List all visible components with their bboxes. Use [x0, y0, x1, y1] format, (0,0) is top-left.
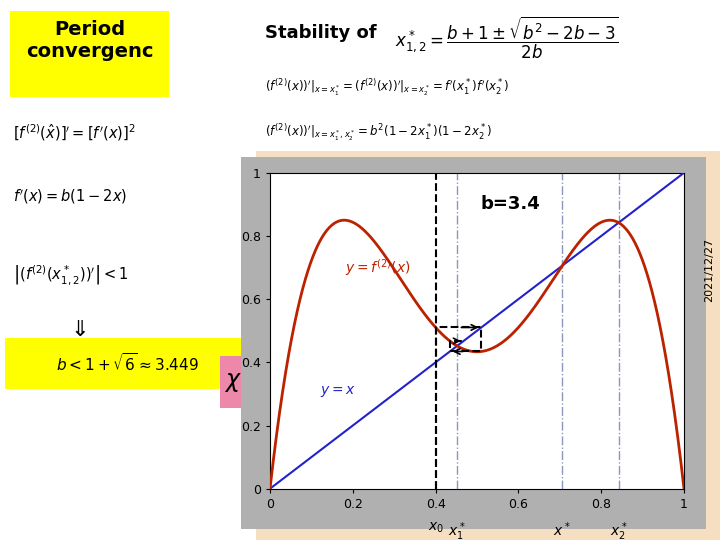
- Text: $\chi$: $\chi$: [225, 370, 242, 394]
- Text: $y=x$: $y=x$: [320, 384, 356, 399]
- Text: Period
convergenc: Period convergenc: [26, 20, 153, 61]
- Text: $y=f^{(2)}(x)$: $y=f^{(2)}(x)$: [344, 256, 410, 278]
- Text: b=3.4: b=3.4: [480, 195, 540, 213]
- Text: $\Downarrow$: $\Downarrow$: [66, 319, 87, 340]
- Text: $x_0$: $x_0$: [428, 521, 444, 535]
- Text: 2021/12/27: 2021/12/27: [704, 238, 714, 302]
- Text: $x_2^*$: $x_2^*$: [610, 521, 627, 540]
- Text: $(f^{(2)}(x))'|_{x=x_1^*,x_2^*}=b^2(1-2x_1^*)(1-2x_2^*)$: $(f^{(2)}(x))'|_{x=x_1^*,x_2^*}=b^2(1-2x…: [265, 123, 492, 143]
- Text: $[f^{(2)}(\hat{x})]^{\prime}=[f^{\prime}(x)]^2$: $[f^{(2)}(\hat{x})]^{\prime}=[f^{\prime}…: [13, 122, 135, 143]
- Text: $f'(x)=b(1-2x)$: $f'(x)=b(1-2x)$: [13, 188, 127, 206]
- Text: $(f^{(2)}(x))'|_{x=x_1^*}=(f^{(2)}(x))'|_{x=x_2^*}=f'(x_1^*)f'(x_2^*)$: $(f^{(2)}(x))'|_{x=x_1^*}=(f^{(2)}(x))'|…: [265, 77, 509, 98]
- Text: $x_1^*$: $x_1^*$: [449, 521, 466, 540]
- Text: $\left|(f^{(2)}(x_{1,2}^*))'\right|<1$: $\left|(f^{(2)}(x_{1,2}^*))'\right|<1$: [13, 264, 128, 287]
- Bar: [5, 338, 251, 389]
- Text: Stability of: Stability of: [265, 24, 377, 42]
- Text: $b<1+\sqrt{6}\approx 3.449$: $b<1+\sqrt{6}\approx 3.449$: [56, 353, 199, 374]
- Text: $x^*$: $x^*$: [554, 521, 571, 539]
- Bar: [10, 11, 168, 97]
- Text: $x_{1,2}^*=\dfrac{b+1\pm\sqrt{b^2-2b-3}}{2b}$: $x_{1,2}^*=\dfrac{b+1\pm\sqrt{b^2-2b-3}}…: [395, 15, 618, 61]
